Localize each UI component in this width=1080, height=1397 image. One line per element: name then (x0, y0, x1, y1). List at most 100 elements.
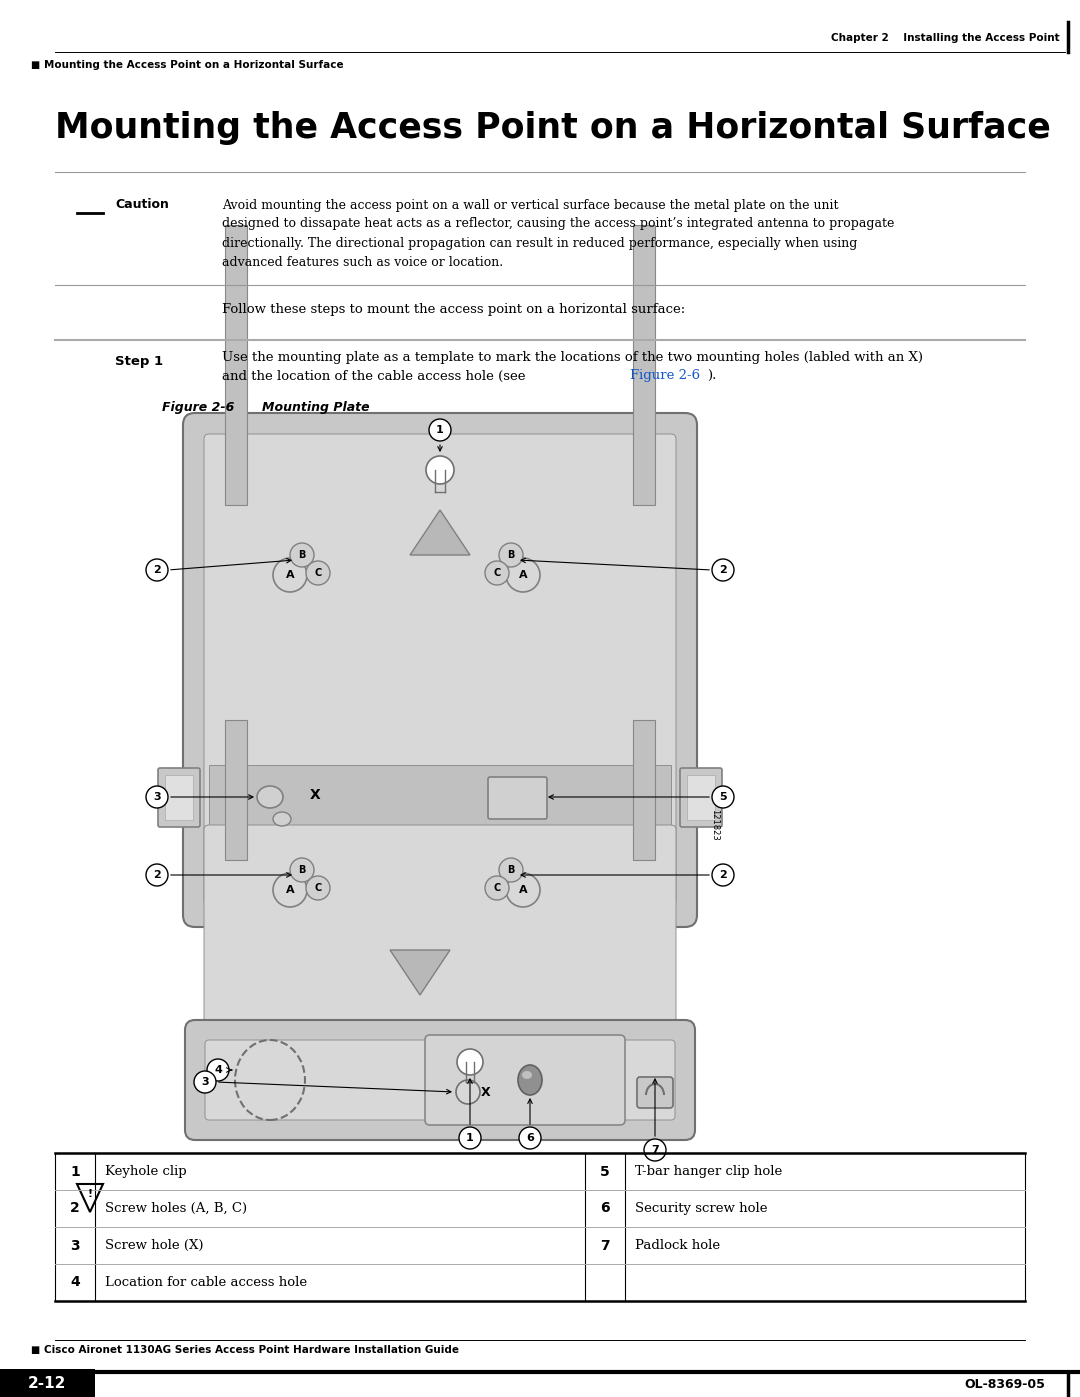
Text: T-bar hanger clip hole: T-bar hanger clip hole (635, 1165, 782, 1178)
Text: A: A (518, 570, 527, 580)
Bar (165, 775, 193, 820)
FancyBboxPatch shape (426, 1035, 625, 1125)
Circle shape (507, 873, 540, 907)
FancyBboxPatch shape (488, 777, 546, 819)
Text: A: A (286, 570, 295, 580)
Circle shape (456, 1080, 480, 1104)
Circle shape (519, 1127, 541, 1148)
Bar (225, 225, 247, 504)
Text: directionally. The directional propagation can result in reduced performance, es: directionally. The directional propagati… (222, 236, 858, 250)
Bar (210, 766, 671, 830)
Ellipse shape (257, 787, 283, 807)
Text: B: B (508, 865, 515, 875)
Text: Figure 2-6: Figure 2-6 (630, 369, 700, 383)
Bar (225, 719, 247, 861)
Ellipse shape (522, 1071, 532, 1078)
FancyBboxPatch shape (637, 1077, 673, 1108)
Circle shape (146, 787, 168, 807)
Text: 2: 2 (153, 870, 161, 880)
Circle shape (712, 863, 734, 886)
Text: 2: 2 (719, 870, 727, 880)
Text: Mounting the Access Point on a Horizontal Surface: Mounting the Access Point on a Horizonta… (55, 110, 1051, 145)
Text: Use the mounting plate as a template to mark the locations of the two mounting h: Use the mounting plate as a template to … (222, 352, 923, 365)
Ellipse shape (273, 812, 291, 826)
Text: C: C (494, 569, 501, 578)
FancyBboxPatch shape (204, 826, 676, 1035)
Text: Step 1: Step 1 (114, 355, 163, 369)
Circle shape (273, 557, 307, 592)
Text: Screw hole (X): Screw hole (X) (105, 1239, 203, 1252)
Text: B: B (298, 865, 306, 875)
Text: 2: 2 (153, 564, 161, 576)
Circle shape (712, 559, 734, 581)
Text: A: A (286, 886, 295, 895)
Polygon shape (410, 510, 470, 555)
Circle shape (499, 543, 523, 567)
Text: ■: ■ (30, 60, 39, 70)
Text: and the location of the cable access hole (see: and the location of the cable access hol… (222, 369, 530, 383)
Text: 7: 7 (600, 1239, 610, 1253)
Text: Cisco Aironet 1130AG Series Access Point Hardware Installation Guide: Cisco Aironet 1130AG Series Access Point… (44, 1345, 459, 1355)
FancyBboxPatch shape (158, 768, 200, 827)
Text: 1: 1 (467, 1133, 474, 1143)
Circle shape (306, 876, 330, 900)
FancyBboxPatch shape (204, 434, 676, 907)
Circle shape (499, 858, 523, 882)
Text: 2: 2 (719, 564, 727, 576)
Circle shape (194, 1071, 216, 1092)
Text: 5: 5 (719, 792, 727, 802)
Circle shape (507, 557, 540, 592)
Text: Keyhole clip: Keyhole clip (105, 1165, 187, 1178)
Text: 3: 3 (153, 792, 161, 802)
Circle shape (146, 863, 168, 886)
Text: advanced features such as voice or location.: advanced features such as voice or locat… (222, 256, 503, 268)
Text: C: C (314, 883, 322, 893)
Text: C: C (494, 883, 501, 893)
Text: 3: 3 (70, 1239, 80, 1253)
Circle shape (146, 559, 168, 581)
Text: 6: 6 (526, 1133, 534, 1143)
Text: B: B (508, 550, 515, 560)
Text: 6: 6 (600, 1201, 610, 1215)
Text: B: B (298, 550, 306, 560)
Text: X: X (310, 788, 321, 802)
Text: 2-12: 2-12 (28, 1376, 66, 1391)
Text: Mounting Plate: Mounting Plate (262, 401, 369, 415)
Text: 121823: 121823 (711, 809, 719, 841)
Text: C: C (314, 569, 322, 578)
Text: designed to dissapate heat acts as a reflector, causing the access point’s integ: designed to dissapate heat acts as a ref… (222, 218, 894, 231)
Circle shape (291, 543, 314, 567)
FancyBboxPatch shape (205, 1039, 675, 1120)
Circle shape (485, 876, 509, 900)
Circle shape (457, 1049, 483, 1076)
Text: 2: 2 (70, 1201, 80, 1215)
Text: Security screw hole: Security screw hole (635, 1201, 768, 1215)
Text: X: X (482, 1085, 490, 1098)
Bar (0, 1369, 95, 1397)
Text: Location for cable access hole: Location for cable access hole (105, 1275, 307, 1289)
Bar (633, 225, 654, 504)
Circle shape (291, 858, 314, 882)
Text: 4: 4 (70, 1275, 80, 1289)
Circle shape (273, 873, 307, 907)
Bar (633, 719, 654, 861)
Text: A: A (518, 886, 527, 895)
Circle shape (207, 1059, 229, 1081)
Text: Mounting the Access Point on a Horizontal Surface: Mounting the Access Point on a Horizonta… (44, 60, 343, 70)
Text: Screw holes (A, B, C): Screw holes (A, B, C) (105, 1201, 247, 1215)
FancyBboxPatch shape (680, 768, 723, 827)
Circle shape (644, 1139, 666, 1161)
Circle shape (712, 787, 734, 807)
Text: Padlock hole: Padlock hole (635, 1239, 720, 1252)
Text: 1: 1 (70, 1165, 80, 1179)
Ellipse shape (518, 1065, 542, 1095)
Text: 3: 3 (201, 1077, 208, 1087)
Text: !: ! (87, 1189, 93, 1199)
FancyBboxPatch shape (183, 414, 697, 928)
Text: Figure 2-6: Figure 2-6 (162, 401, 234, 415)
Text: ).: ). (707, 369, 716, 383)
Circle shape (306, 562, 330, 585)
Circle shape (429, 419, 451, 441)
Text: Follow these steps to mount the access point on a horizontal surface:: Follow these steps to mount the access p… (222, 303, 685, 317)
Bar (687, 775, 715, 820)
